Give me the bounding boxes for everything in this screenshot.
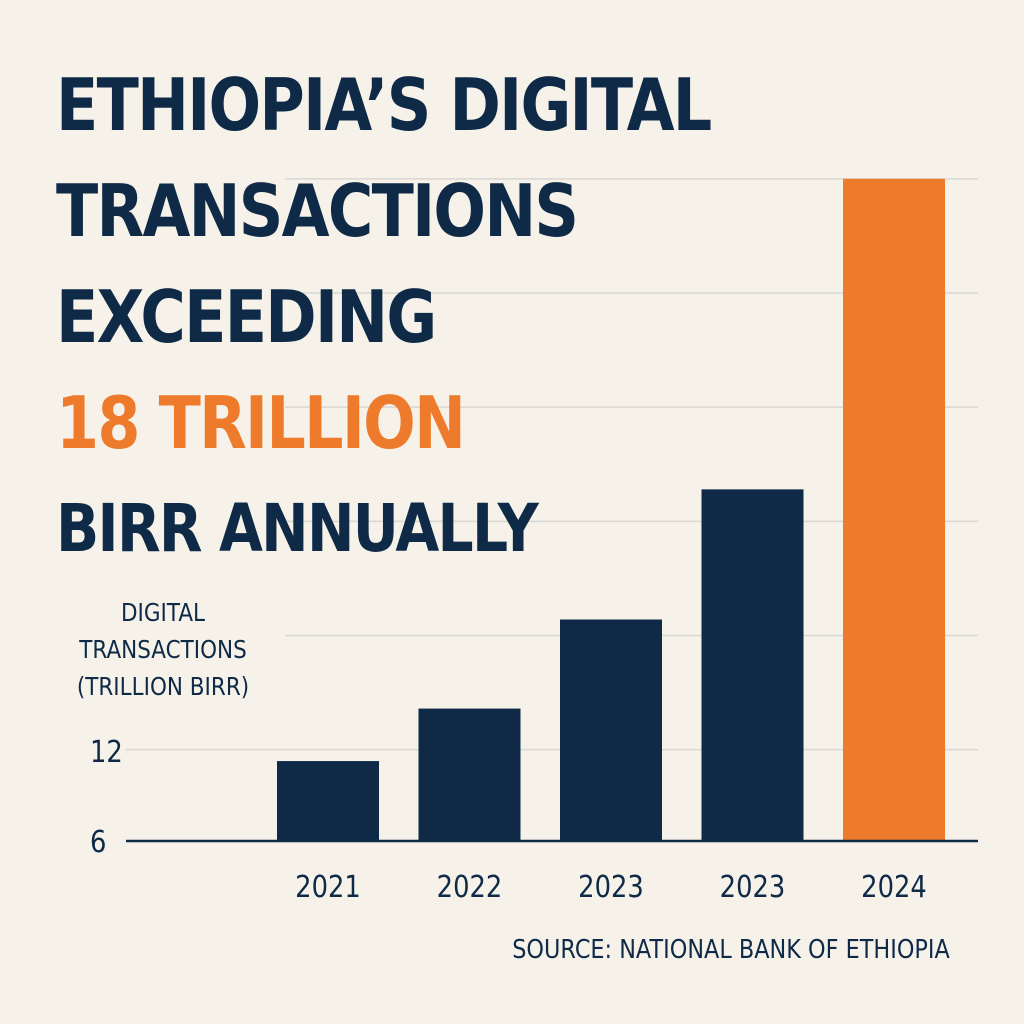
bar-2022-1 [418,708,521,841]
source-note: SOURCE: NATIONAL BANK OF ETHIOPIA [512,935,950,965]
title-line-5: BIRR ANNUALLY [56,490,539,567]
x-tick-label-0: 2021 [295,869,361,904]
title-line-1: ETHIOPIA’S DIGITAL [56,63,712,147]
y-tick-label-1: 12 [90,734,123,769]
x-tick-label-4: 2024 [861,869,927,904]
y-axis-title-line-3: (TRILLION BIRR) [76,672,250,701]
y-tick-label-0: 6 [90,824,106,859]
chart-title: ETHIOPIA’S DIGITAL TRANSACTIONS EXCEEDIN… [56,52,817,582]
grid-lines [126,178,978,751]
bars [277,178,945,842]
y-axis-title-line-1: DIGITAL [120,598,206,627]
bar-2023-3 [701,489,804,841]
x-tick-label-3: 2023 [720,869,786,904]
x-tick-label-1: 2022 [437,869,503,904]
axis-labels: 2021 2022 2023 2023 2024 6 12 [90,734,927,904]
bar-2023-2 [560,619,662,841]
title-highlight: 18 TRILLION [56,381,466,465]
y-axis-title-line-2: TRANSACTIONS [79,635,247,664]
y-axis-title: DIGITAL TRANSACTIONS (TRILLION BIRR) [64,594,262,705]
bar-2021-0 [277,761,379,841]
title-line-3: EXCEEDING [56,275,437,359]
title-line-2: TRANSACTIONS [56,169,579,253]
bar-2024-4 [843,178,945,842]
x-tick-label-2: 2023 [578,869,644,904]
